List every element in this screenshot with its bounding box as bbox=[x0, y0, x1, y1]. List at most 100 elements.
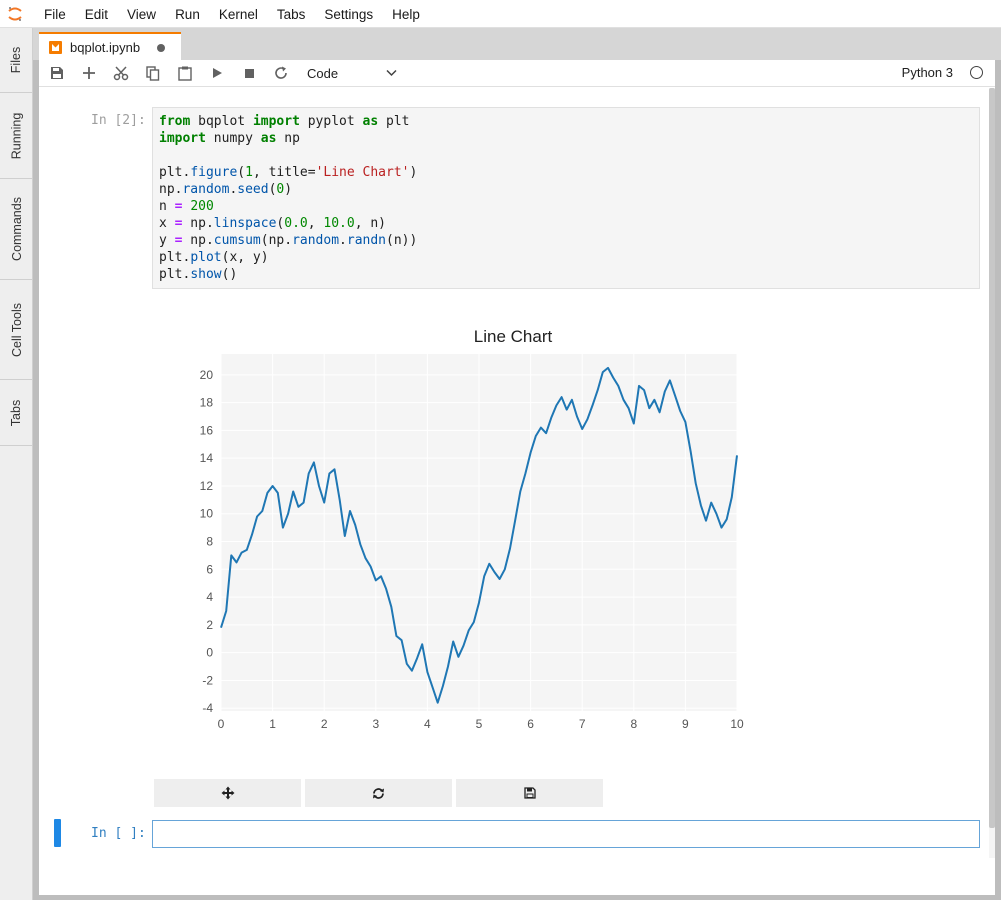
code-line: plt.plot(x, y) bbox=[159, 250, 269, 265]
y-tick-label: 20 bbox=[200, 368, 214, 382]
kernel-idle-icon bbox=[970, 66, 983, 79]
sidebar-tab-label: Cell Tools bbox=[9, 302, 24, 357]
active-cell-marker bbox=[54, 819, 61, 847]
code-line: plt.figure(1, title='Line Chart') bbox=[159, 165, 418, 180]
figure-toolbar bbox=[154, 779, 607, 807]
reset-button[interactable] bbox=[305, 779, 452, 807]
menu-help[interactable]: Help bbox=[392, 6, 420, 22]
notebook-panel: Code Python 3 In [2]: from bqplot import… bbox=[39, 60, 995, 895]
pan-zoom-icon bbox=[221, 786, 234, 800]
sidebar-tab-commands[interactable]: Commands bbox=[0, 179, 33, 280]
save-figure-button[interactable] bbox=[456, 779, 603, 807]
code-line bbox=[159, 147, 973, 164]
menu-bar: File Edit View Run Kernel Tabs Settings … bbox=[0, 0, 1001, 28]
save-icon bbox=[51, 67, 63, 79]
jupyter-logo-icon bbox=[8, 7, 22, 21]
sidebar-tab-label: Commands bbox=[9, 197, 24, 261]
sidebar-tab-running[interactable]: Running bbox=[0, 93, 33, 179]
notebook-icon bbox=[49, 40, 62, 54]
sidebar-tab-tabs[interactable]: Tabs bbox=[0, 380, 33, 446]
x-tick-label: 9 bbox=[682, 717, 689, 731]
cell-type-value: Code bbox=[307, 65, 339, 81]
x-tick-label: 6 bbox=[527, 717, 534, 731]
x-tick-label: 8 bbox=[630, 717, 637, 731]
scrollbar-thumb[interactable] bbox=[989, 88, 995, 828]
stop-icon bbox=[244, 68, 254, 78]
menu-kernel[interactable]: Kernel bbox=[218, 6, 258, 22]
chevron-down-icon bbox=[386, 69, 397, 77]
y-tick-label: -2 bbox=[202, 673, 213, 687]
cell-type-select[interactable]: Code bbox=[307, 62, 397, 84]
sidebar-tab-cell-tools[interactable]: Cell Tools bbox=[0, 280, 33, 380]
sidebar-tab-label: Running bbox=[9, 112, 24, 159]
menu-run[interactable]: Run bbox=[175, 6, 200, 22]
sidebar-tab-label: Tabs bbox=[9, 399, 24, 426]
y-tick-label: 8 bbox=[206, 535, 213, 549]
menu-view[interactable]: View bbox=[127, 6, 157, 22]
reset-icon bbox=[373, 787, 384, 799]
series-line bbox=[220, 366, 738, 704]
input-prompt: In [2]: bbox=[91, 113, 146, 128]
chart-title: Line Chart bbox=[474, 327, 553, 346]
pan-zoom-button[interactable] bbox=[154, 779, 301, 807]
y-tick-label: 4 bbox=[206, 590, 213, 604]
copy-icon bbox=[146, 65, 160, 81]
sidebar-tab-label: Files bbox=[9, 46, 24, 74]
tab-bqplot-notebook[interactable]: bqplot.ipynb bbox=[39, 32, 181, 60]
menu-tabs[interactable]: Tabs bbox=[276, 6, 306, 22]
cut-icon bbox=[113, 66, 129, 81]
code-line: n = 200 bbox=[159, 199, 214, 214]
run-icon bbox=[213, 68, 222, 78]
menu-items: File Edit View Run Kernel Tabs Settings … bbox=[44, 0, 439, 28]
y-tick-label: 14 bbox=[200, 451, 214, 465]
y-tick-label: 16 bbox=[200, 423, 214, 437]
y-tick-label: 0 bbox=[206, 646, 213, 660]
main-area: bqplot.ipynb bbox=[33, 28, 1001, 900]
save-button[interactable] bbox=[46, 62, 68, 84]
x-tick-label: 10 bbox=[730, 717, 744, 731]
add-icon bbox=[83, 67, 95, 79]
save-figure-icon bbox=[523, 787, 536, 799]
document-tab-bar: bqplot.ipynb bbox=[33, 28, 1001, 60]
paste-icon bbox=[178, 66, 192, 81]
y-tick-label: 6 bbox=[206, 562, 213, 576]
run-button[interactable] bbox=[206, 62, 228, 84]
menu-file[interactable]: File bbox=[44, 6, 66, 22]
code-line: y = np.cumsum(np.random.randn(n)) bbox=[159, 233, 418, 248]
insert-cell-button[interactable] bbox=[78, 62, 100, 84]
copy-button[interactable] bbox=[142, 62, 164, 84]
code-line: import numpy as np bbox=[159, 131, 300, 146]
x-tick-label: 0 bbox=[218, 717, 225, 731]
x-tick-label: 7 bbox=[579, 717, 586, 731]
x-tick-label: 1 bbox=[269, 717, 276, 731]
y-tick-label: 10 bbox=[200, 507, 214, 521]
code-line: np.random.seed(0) bbox=[159, 182, 293, 197]
y-tick-label: 12 bbox=[200, 479, 214, 493]
empty-code-editor[interactable] bbox=[152, 820, 980, 848]
cut-button[interactable] bbox=[110, 62, 132, 84]
stop-button[interactable] bbox=[238, 62, 260, 84]
menu-edit[interactable]: Edit bbox=[84, 6, 109, 22]
code-line: from bqplot import pyplot as plt bbox=[159, 114, 410, 129]
menu-settings[interactable]: Settings bbox=[324, 6, 374, 22]
y-tick-label: 18 bbox=[200, 396, 214, 410]
restart-button[interactable] bbox=[270, 62, 292, 84]
kernel-name[interactable]: Python 3 bbox=[901, 65, 953, 80]
paste-button[interactable] bbox=[174, 62, 196, 84]
unsaved-indicator-icon[interactable] bbox=[157, 44, 165, 52]
sidebar-tab-files[interactable]: Files bbox=[0, 28, 33, 93]
y-tick-label: 2 bbox=[206, 618, 213, 632]
code-editor[interactable]: from bqplot import pyplot as plt import … bbox=[152, 107, 980, 289]
input-prompt-empty: In [ ]: bbox=[91, 826, 146, 841]
x-tick-label: 2 bbox=[321, 717, 328, 731]
y-tick-label: -4 bbox=[202, 701, 213, 715]
notebook-toolbar: Code Python 3 bbox=[39, 60, 995, 87]
x-tick-label: 5 bbox=[476, 717, 483, 731]
restart-icon bbox=[275, 66, 287, 79]
bottom-border bbox=[33, 895, 1001, 900]
code-line: plt.show() bbox=[159, 267, 238, 282]
x-tick-label: 4 bbox=[424, 717, 431, 731]
code-line: x = np.linspace(0.0, 10.0, n) bbox=[159, 216, 387, 231]
left-sidebar: Files Running Commands Cell Tools Tabs bbox=[0, 28, 33, 900]
